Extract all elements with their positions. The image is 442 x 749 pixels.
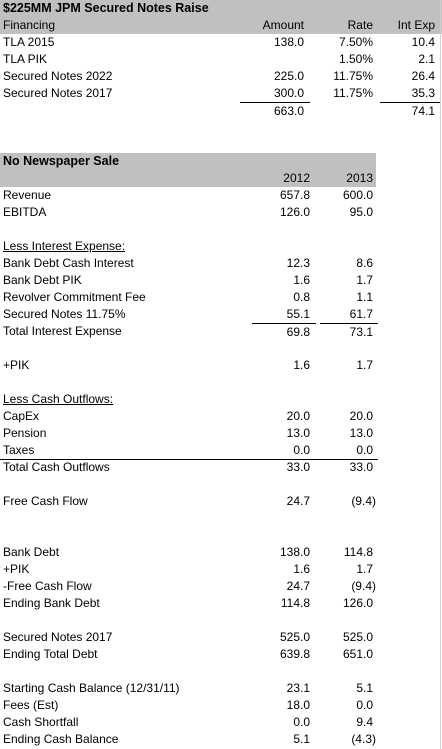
years-header-bg [0,170,376,187]
ending-bank-debt-row: Ending Bank Debt 114.8 126.0 [3,596,373,610]
interest-row: Secured Notes 11.75% 55.1 61.7 [3,307,373,321]
secured-notes-row: Secured Notes 2017 525.0 525.0 [3,630,373,644]
interest-row: Bank Debt Cash Interest 12.3 8.6 [3,256,373,270]
financing-header-row: Financing Amount Rate Int Exp [0,17,442,34]
cash-outflow-row: CapEx 20.0 20.0 [3,409,373,423]
interest-row: Bank Debt PIK 1.6 1.7 [3,273,373,287]
total-cash-outflows-row: Total Cash Outflows 33.0 33.0 [0,459,442,476]
revenue-row: Revenue 657.8 600.0 [3,188,373,202]
financing-total-row: 663.0 74.1 [0,102,442,119]
header-int-exp: Int Exp [397,18,435,32]
interest-row: Revolver Commitment Fee 0.8 1.1 [3,290,373,304]
bank-debt-row: Bank Debt 138.0 114.8 [3,545,373,559]
section-title-financing: $225MM JPM Secured Notes Raise [0,0,442,17]
free-cash-flow-row: Free Cash Flow 24.7 (9.4) [3,494,376,508]
year-2013: 2013 [346,171,373,185]
years-header-row: 2012 2013 [0,170,442,187]
cash-balance-row: Fees (Est) 18.0 0.0 [3,698,373,712]
total-rule [0,459,378,460]
header-amount: Amount [262,18,304,32]
ebitda-row: EBITDA 126.0 95.0 [3,205,373,219]
financing-row: Secured Notes 2017 300.0 11.75% 35.3 [3,86,435,100]
total-int-exp: 74.1 [380,102,440,119]
interest-heading: Less Interest Expense: [3,239,126,253]
financing-row: Secured Notes 2022 225.0 11.75% 26.4 [3,69,435,83]
cash-outflows-heading: Less Cash Outflows: [3,392,114,406]
cash-balance-row: Cash Shortfall 0.0 9.4 [3,715,373,729]
header-rate: Rate [347,18,373,32]
header-financing: Financing [3,18,56,32]
financing-row: TLA PIK 1.50% 2.1 [3,52,435,66]
total-interest-row: Total Interest Expense 69.8 73.1 [0,323,442,340]
bank-debt-row: -Free Cash Flow 24.7 (9.4) [3,579,376,593]
pik-row: +PIK 1.6 1.7 [3,358,373,372]
ending-total-debt-row: Ending Total Debt 639.8 651.0 [3,647,373,661]
total-amount: 663.0 [240,102,310,119]
section-title-no-newspaper-sale: No Newspaper Sale [0,153,376,170]
ending-cash-balance-row: Ending Cash Balance 5.1 (4.3) [3,732,376,746]
year-2012: 2012 [283,171,310,185]
cash-outflow-row: Pension 13.0 13.0 [3,426,373,440]
cash-outflow-row: Taxes 0.0 0.0 [3,443,373,457]
sheet-right-edge [440,0,441,749]
bank-debt-row: +PIK 1.6 1.7 [3,562,373,576]
financing-row: TLA 2015 138.0 7.50% 10.4 [3,35,435,49]
cash-balance-row: Starting Cash Balance (12/31/11) 23.1 5.… [3,681,373,695]
